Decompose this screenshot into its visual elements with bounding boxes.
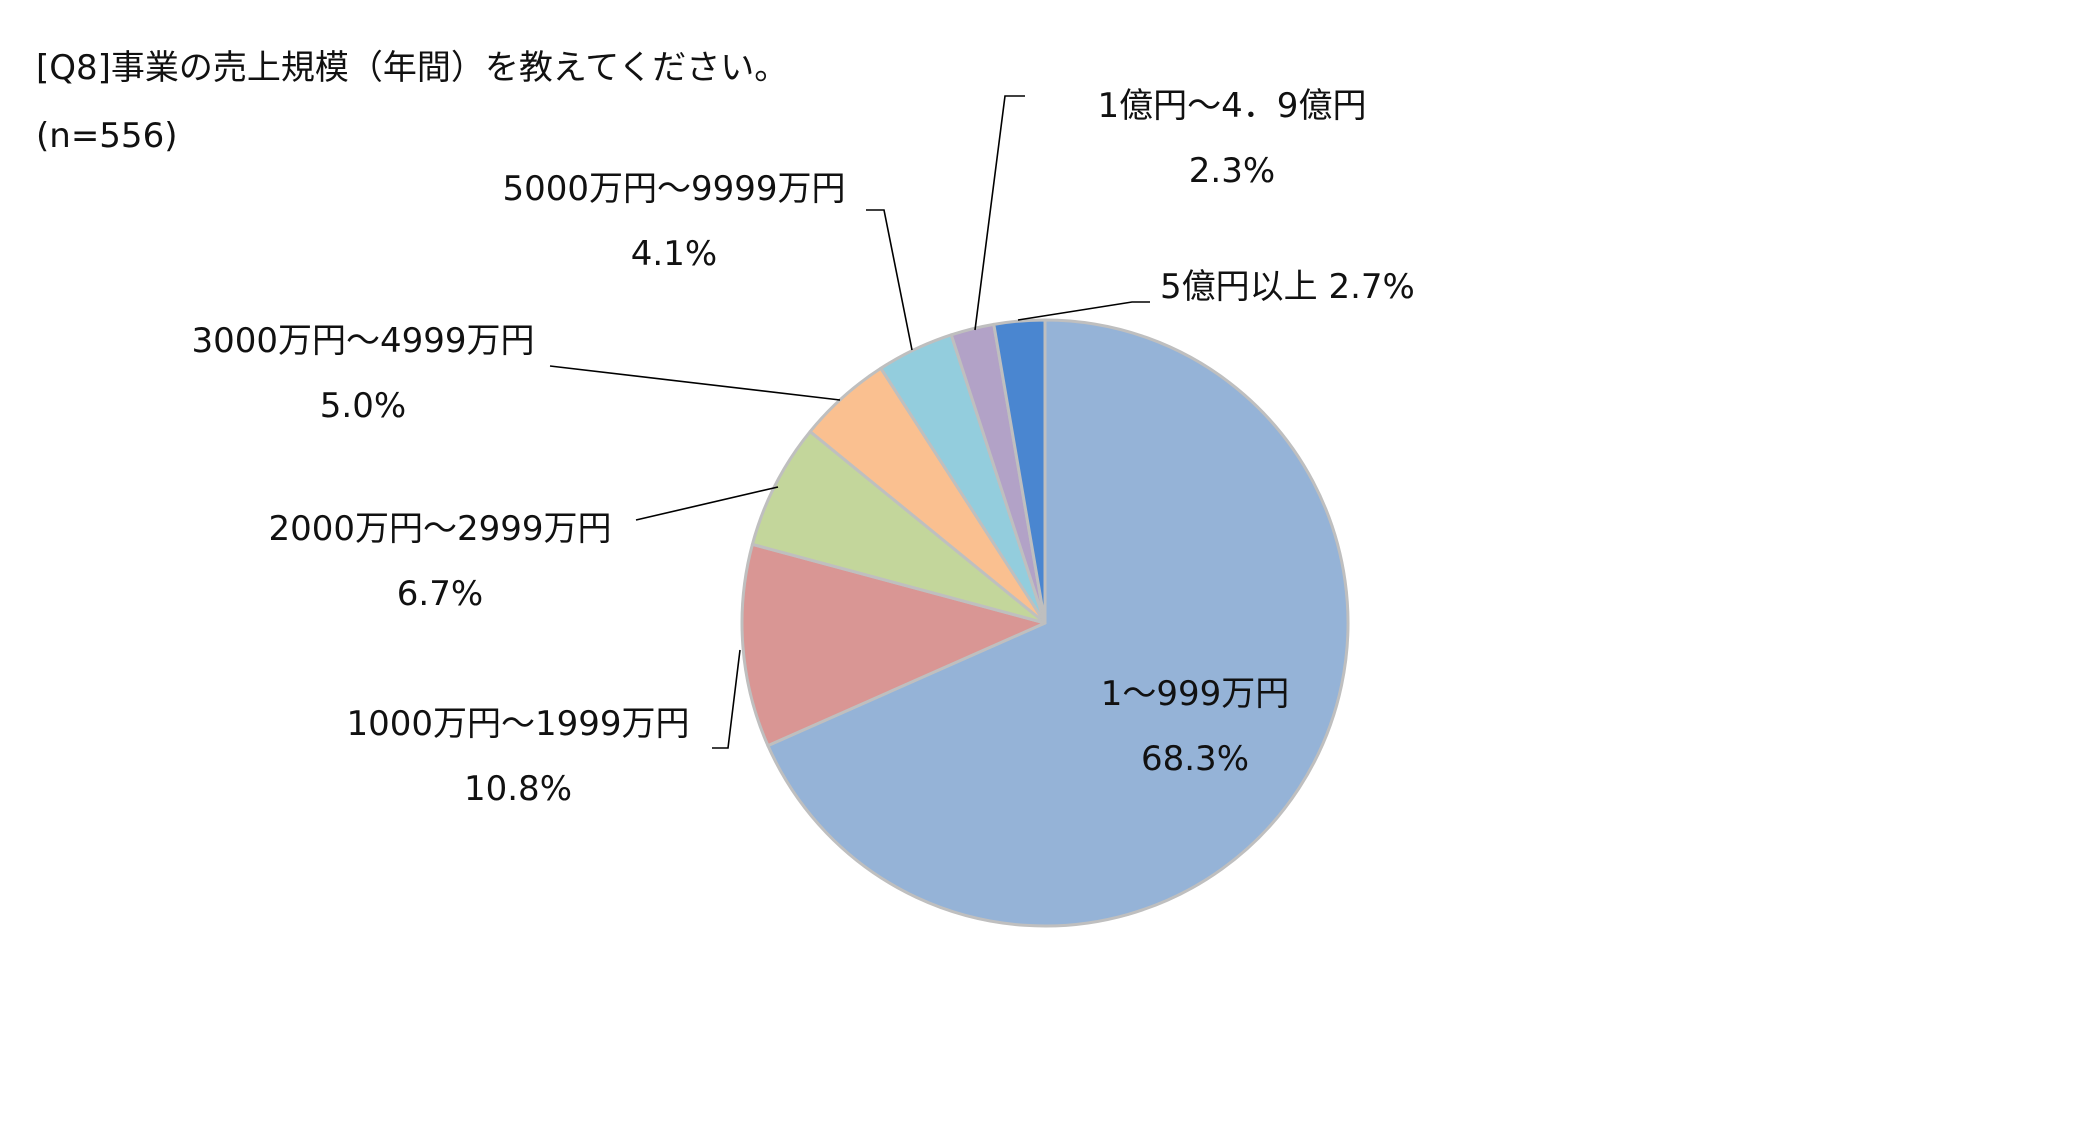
slice-label-2: 1000万円～1999万円 xyxy=(346,704,689,744)
pie-slice-1 xyxy=(766,318,1350,928)
pie-slices xyxy=(740,318,1350,928)
slice-label-3: 2000万円～2999万円 xyxy=(268,509,611,549)
slice-label-text-7: 5億円以上 xyxy=(1160,267,1328,307)
slice-value-2: 10.8% xyxy=(464,769,572,809)
slice-label-6: 1億円～4．9億円 xyxy=(1098,86,1367,126)
pie-slice-3 xyxy=(750,430,1047,625)
chart-title: [Q8]事業の売上規模（年間）を教えてください。 xyxy=(36,48,788,88)
slice-value-4: 5.0% xyxy=(320,386,406,426)
slice-label-1: 1～999万円 xyxy=(1101,674,1290,714)
slice-value-1: 68.3% xyxy=(1141,739,1249,779)
leader-line-5 xyxy=(866,209,913,351)
slice-labels: 1～999万円 68.3% 1000万円～1999万円 10.8% 2000万円～299… xyxy=(191,86,1414,809)
slice-label-5: 5000万円～9999万円 xyxy=(502,169,845,209)
slice-label-7: 5億円以上 2.7% xyxy=(1160,267,1415,307)
leader-line-4 xyxy=(549,365,841,401)
leader-line-7 xyxy=(1017,301,1150,321)
leader-line-6 xyxy=(974,95,1025,331)
slice-value-7: 2.7% xyxy=(1328,267,1414,307)
leader-line-2 xyxy=(712,649,741,749)
leader-line-3 xyxy=(635,486,779,521)
slice-label-4: 3000万円～4999万円 xyxy=(191,321,534,361)
chart-subtitle: (n=556) xyxy=(36,116,177,156)
slice-value-5: 4.1% xyxy=(631,234,717,274)
leader-lines xyxy=(549,95,1150,749)
pie-slice-2 xyxy=(740,542,1047,748)
slice-value-3: 6.7% xyxy=(397,574,483,614)
slice-value-6: 2.3% xyxy=(1189,151,1275,191)
pie-slice-7 xyxy=(992,318,1047,625)
